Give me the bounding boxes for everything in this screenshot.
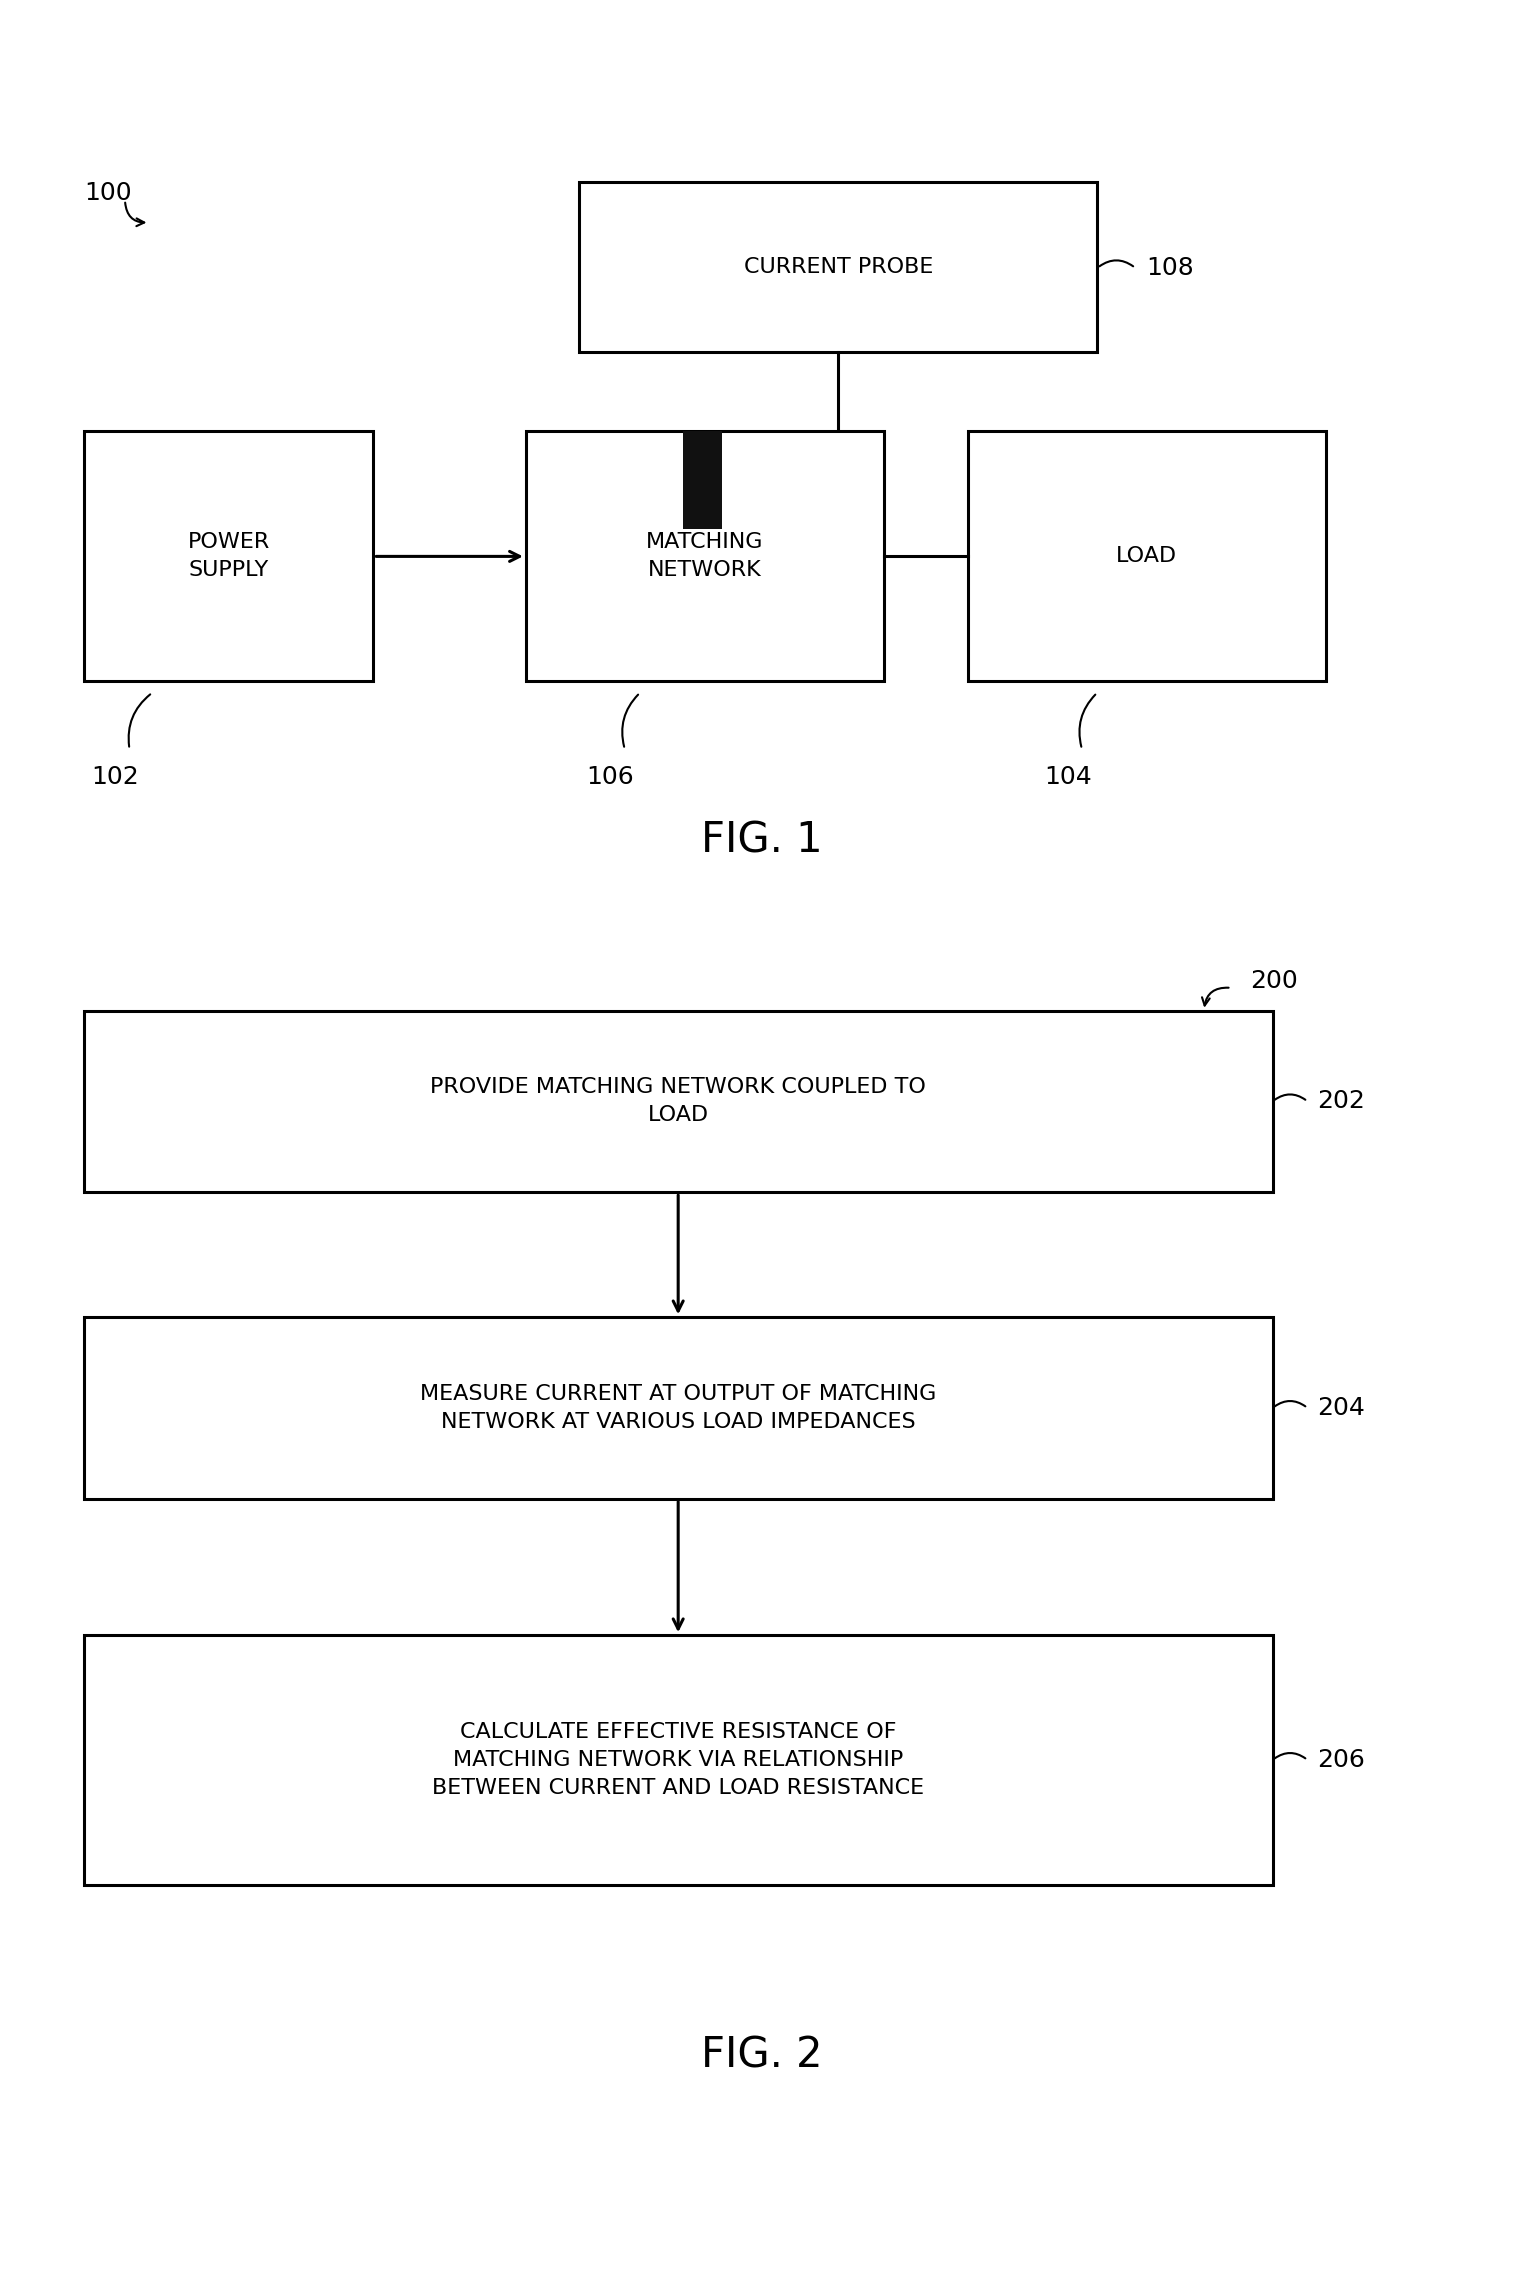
Bar [526,431,884,681]
Bar [968,431,1326,681]
Text: LOAD: LOAD [1116,547,1178,565]
Text: 102: 102 [91,765,139,788]
Text: 108: 108 [1146,257,1193,279]
Text: 104: 104 [1044,765,1091,788]
Text: PROVIDE MATCHING NETWORK COUPLED TO
LOAD: PROVIDE MATCHING NETWORK COUPLED TO LOAD [430,1076,927,1126]
Text: CURRENT PROBE: CURRENT PROBE [744,257,933,277]
Text: FIG. 2: FIG. 2 [701,2035,823,2076]
Text: FIG. 1: FIG. 1 [701,820,823,861]
Bar [84,431,373,681]
Text: 204: 204 [1317,1397,1364,1419]
Bar [84,1635,1273,1885]
Bar [683,431,722,529]
Text: 106: 106 [587,765,634,788]
Text: 206: 206 [1317,1749,1364,1771]
Text: MATCHING
NETWORK: MATCHING NETWORK [646,531,764,581]
Text: CALCULATE EFFECTIVE RESISTANCE OF
MATCHING NETWORK VIA RELATIONSHIP
BETWEEN CURR: CALCULATE EFFECTIVE RESISTANCE OF MATCHI… [433,1721,924,1799]
Text: MEASURE CURRENT AT OUTPUT OF MATCHING
NETWORK AT VARIOUS LOAD IMPEDANCES: MEASURE CURRENT AT OUTPUT OF MATCHING NE… [421,1383,936,1433]
Text: 100: 100 [84,182,131,204]
Text: POWER
SUPPLY: POWER SUPPLY [187,531,270,581]
Bar [84,1011,1273,1192]
Text: 200: 200 [1250,970,1297,992]
Bar [84,1317,1273,1499]
Text: 202: 202 [1317,1090,1364,1113]
Bar [579,182,1097,352]
